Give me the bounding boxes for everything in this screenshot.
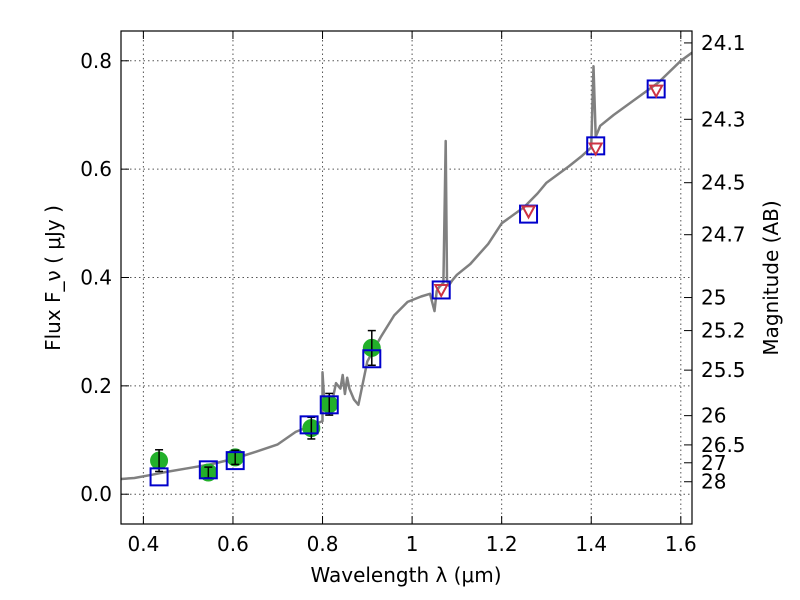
magnitude-tick-label: 25.2 (701, 319, 746, 343)
magnitude-tick-label: 26.5 (701, 433, 746, 457)
y-tick-label: 0.4 (80, 266, 112, 290)
magnitude-tick-label: 26 (701, 404, 726, 428)
plot-area (121, 51, 692, 487)
magnitude-tick-label: 27 (701, 451, 726, 475)
model-photometry-square (299, 415, 319, 435)
model-photometry-square (149, 467, 169, 487)
y-axis-title-left: Flux F_ν ( μJy ) (41, 205, 65, 351)
y-tick-label: 0.0 (80, 482, 112, 506)
axes: 0.4 0.6 0.8 1 1.2 1.4 1.6 0.0 0.2 0.4 0.6 0.8 24.1 24… (80, 31, 745, 556)
y-axis-title-right: Magnitude (AB) (759, 200, 783, 355)
model-photometry-square (362, 349, 382, 369)
magnitude-tick-label: 25.5 (701, 358, 746, 382)
magnitude-tick-label: 24.5 (701, 171, 746, 195)
spectrum-line (121, 51, 692, 481)
upper-limit-marker (520, 205, 537, 220)
x-axis-title: Wavelength λ (μm) (310, 563, 501, 587)
x-tick-label: 1.2 (486, 532, 518, 556)
model-photometry-square (319, 395, 339, 415)
magnitude-tick-label: 25 (701, 286, 726, 310)
magnitude-tick-label: 24.3 (701, 107, 746, 131)
x-tick-label: 1 (406, 532, 419, 556)
model-photometry-square (431, 280, 451, 300)
upper-limit-marker (588, 142, 604, 157)
y-tick-label: 0.8 (80, 49, 112, 73)
model-photometry-square (225, 451, 245, 471)
x-tick-label: 1.4 (575, 532, 607, 556)
magnitude-tick-label: 24.1 (701, 31, 746, 55)
y-tick-label: 0.2 (80, 374, 112, 398)
model-photometry-square (198, 460, 218, 480)
upper-limit-marker (433, 283, 449, 299)
x-tick-label: 0.6 (217, 532, 249, 556)
model-photometry-square (586, 136, 606, 156)
x-tick-label: 1.6 (665, 532, 697, 556)
plot-content (121, 51, 692, 487)
x-tick-label: 0.8 (307, 532, 339, 556)
magnitude-tick-label: 24.7 (701, 223, 746, 247)
upper-limit-marker (648, 84, 664, 99)
grid-lines (121, 31, 692, 524)
magnitude-tick-label: 28 (701, 470, 726, 494)
x-tick-label: 0.4 (127, 532, 159, 556)
y-tick-label: 0.6 (80, 157, 112, 181)
